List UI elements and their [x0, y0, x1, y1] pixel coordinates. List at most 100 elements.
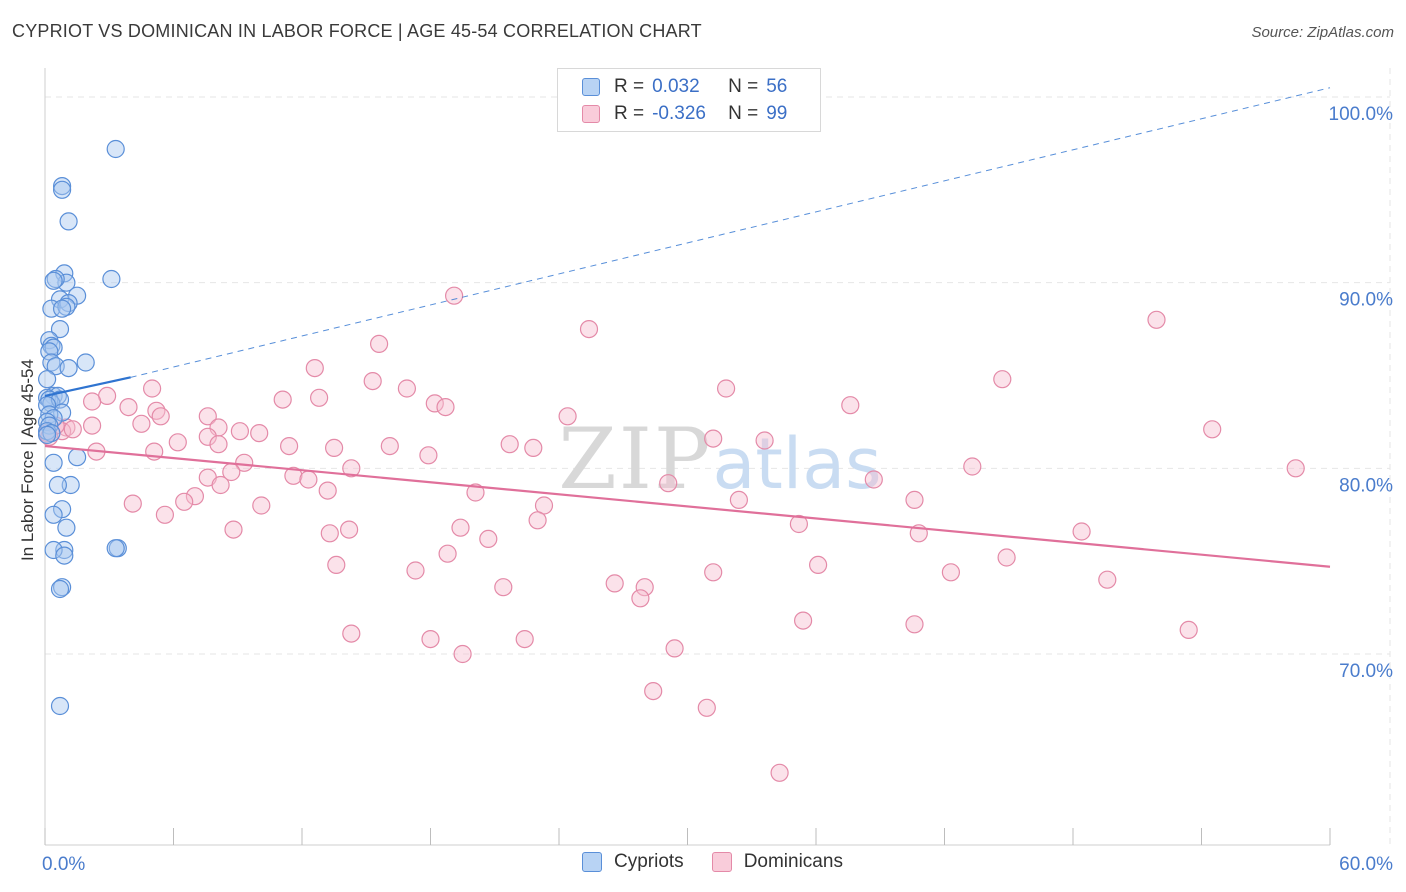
cypriot-point: [42, 299, 61, 318]
dominican-point: [211, 475, 230, 495]
legend-item-cypriots[interactable]: Cypriots: [582, 851, 684, 873]
cypriot-point: [50, 579, 70, 599]
legend-n-label: N =: [728, 103, 759, 124]
dominican-point: [494, 578, 513, 597]
dominican-point: [1072, 522, 1091, 541]
series-legend: Cypriots Dominicans: [582, 851, 871, 873]
dominican-point: [419, 446, 438, 465]
watermark: ZIPatlas: [558, 410, 881, 508]
legend-r-label: R =: [614, 103, 645, 124]
cypriot-point: [102, 269, 121, 289]
cypriots-trend-line: [44, 376, 131, 397]
dominican-point: [905, 615, 924, 634]
dominican-point: [250, 424, 269, 443]
dominican-point: [500, 435, 519, 454]
cypriot-point: [55, 546, 74, 565]
cypriot-point: [59, 212, 78, 231]
dominican-point: [1098, 570, 1117, 589]
dominican-point: [327, 555, 346, 575]
legend-label-cypriots: Cypriots: [614, 851, 684, 872]
cypriot-point: [50, 696, 70, 716]
dominican-point: [318, 481, 337, 500]
dominican-point: [1203, 420, 1222, 439]
cypriot-point: [37, 370, 57, 389]
dominican-point: [755, 431, 774, 450]
dominican-point: [789, 514, 809, 534]
dominicans-trend-line: [44, 444, 1331, 568]
dominican-point: [716, 379, 736, 398]
dominican-point: [82, 392, 102, 411]
dominican-point: [704, 429, 723, 448]
y-tick-label: 90.0%: [1339, 290, 1393, 311]
dominican-point: [451, 518, 470, 537]
dominican-point: [635, 578, 654, 597]
axes: [44, 68, 1331, 846]
dominican-point: [905, 490, 924, 509]
legend-n-label: N =: [728, 76, 759, 97]
dominican-point: [631, 589, 650, 608]
cypriot-point: [44, 271, 63, 290]
dominican-point: [342, 624, 361, 643]
dominican-point: [252, 496, 271, 515]
cypriots-trend-extension: [130, 87, 1331, 378]
legend-n-value: 99: [766, 103, 788, 124]
dominican-point: [1286, 459, 1305, 478]
dominican-point: [209, 435, 228, 454]
dominican-point: [997, 548, 1016, 567]
legend-label-dominicans: Dominicans: [743, 851, 843, 872]
dominican-point: [1179, 620, 1198, 640]
dominican-point: [342, 459, 361, 478]
dominican-point: [119, 398, 138, 417]
dominicans-points: [37, 286, 1305, 782]
y-tick-label: 70.0%: [1339, 661, 1393, 682]
dominican-point: [299, 470, 318, 489]
legend-r-label: R =: [614, 76, 645, 97]
cypriot-point: [59, 359, 78, 378]
dominican-point: [143, 379, 162, 398]
cypriot-point: [37, 425, 57, 444]
dominicans-swatch: [582, 105, 600, 123]
dominican-point: [515, 629, 534, 649]
dominican-point: [436, 398, 455, 417]
dominican-point: [524, 438, 543, 457]
dominican-point: [198, 427, 217, 446]
dominican-point: [941, 563, 961, 582]
dominican-point: [235, 453, 254, 472]
dominicans-swatch: [711, 852, 732, 872]
cypriot-point: [44, 540, 63, 560]
cypriots-points: [37, 139, 127, 716]
dominican-point: [305, 359, 324, 378]
cypriot-point: [44, 453, 63, 472]
dominican-point: [370, 334, 389, 353]
cypriots-swatch: [582, 852, 602, 872]
dominican-point: [63, 420, 82, 439]
dominican-point: [793, 611, 813, 630]
cypriot-point: [76, 353, 95, 372]
cypriot-point: [52, 299, 72, 318]
dominican-point: [123, 494, 142, 513]
legend-item-dominicans[interactable]: Dominicans: [711, 851, 843, 873]
dominican-point: [284, 466, 303, 485]
dominican-point: [425, 394, 444, 413]
cypriot-point: [52, 180, 72, 199]
dominican-point: [993, 370, 1012, 389]
dominican-point: [808, 555, 828, 575]
dominican-point: [82, 416, 102, 435]
chart-title: CYPRIOT VS DOMINICAN IN LABOR FORCE | AG…: [12, 21, 702, 41]
dominican-point: [280, 437, 299, 456]
dominican-point: [963, 457, 982, 476]
y-tick-label: 100.0%: [1329, 104, 1394, 125]
trend-lines: [44, 87, 1331, 568]
dominican-point: [479, 529, 498, 549]
dominican-point: [340, 520, 359, 539]
dominican-point: [132, 414, 151, 433]
dominican-point: [325, 438, 344, 457]
dominican-point: [185, 487, 204, 506]
legend-row-cypriots: R = 0.032 N = 56: [582, 74, 787, 100]
dominican-point: [168, 433, 187, 452]
dominican-point: [528, 511, 547, 530]
dominican-point: [151, 407, 170, 426]
dominican-point: [605, 574, 624, 593]
dominican-point: [363, 372, 382, 391]
dominican-point: [841, 396, 860, 415]
